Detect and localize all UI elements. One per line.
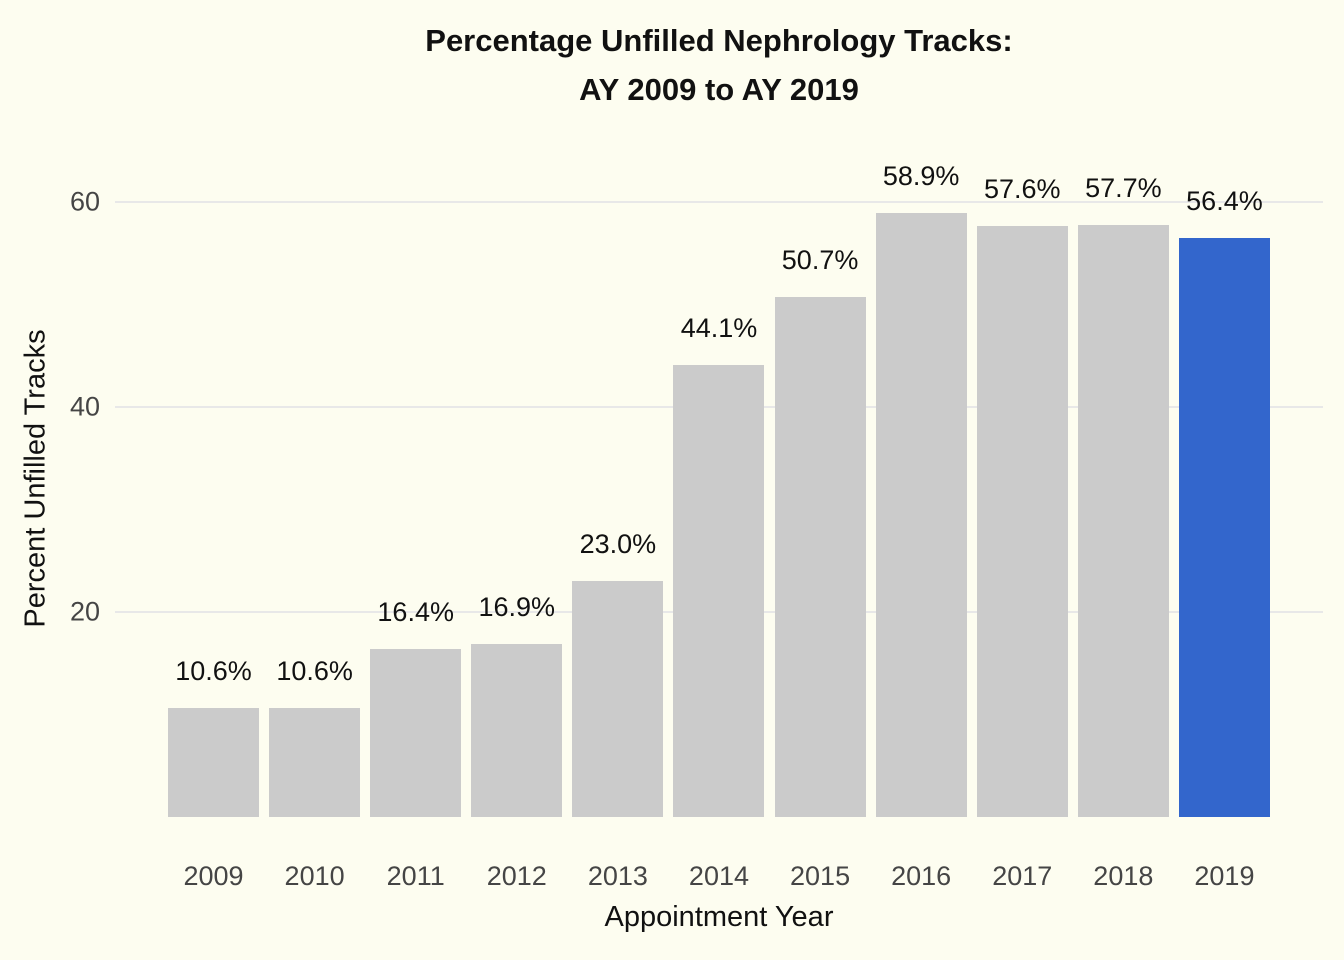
x-tick-label-2014: 2014 xyxy=(688,861,750,891)
bar-slot-2016: 58.9% 2016 xyxy=(875,160,967,891)
plot-area: 10.6% 2009 10.6% 2010 16.4% 2011 16.9% 2012 23.0… xyxy=(115,140,1323,891)
bar-slot-2018: 57.7% 2018 xyxy=(1077,173,1169,891)
x-tick-label-2012: 2012 xyxy=(486,861,547,891)
bar-value-label-2014: 44.1% xyxy=(680,312,758,343)
bar-value-label-2010: 10.6% xyxy=(276,656,353,687)
bar-2009 xyxy=(168,708,259,817)
x-tick-label-2018: 2018 xyxy=(1093,861,1154,891)
bar-value-label-2017: 57.6% xyxy=(983,174,1061,205)
bar-2010 xyxy=(269,708,361,817)
bar-2012 xyxy=(471,643,563,817)
bar-slot-2010: 10.6% 2010 xyxy=(269,656,361,891)
bar-slot-2012: 16.9% 2012 xyxy=(471,591,563,891)
x-tick-label-2016: 2016 xyxy=(891,861,952,891)
x-tick-label-2013: 2013 xyxy=(587,861,648,891)
bar-slot-2011: 16.4% 2011 xyxy=(370,596,462,891)
y-tick-label-20: 20 xyxy=(69,596,100,627)
bar-2014 xyxy=(673,364,765,817)
x-axis-title: Appointment Year xyxy=(604,901,834,933)
bar-value-label-2016: 58.9% xyxy=(882,160,960,191)
y-tick-label-60: 60 xyxy=(69,186,100,217)
bar-value-label-2013: 23.0% xyxy=(579,529,657,560)
x-tick-label-2011: 2011 xyxy=(386,861,445,891)
bar-value-label-2018: 57.7% xyxy=(1085,173,1162,204)
x-tick-label-2015: 2015 xyxy=(790,861,851,891)
bar-slot-2009: 10.6% 2009 xyxy=(168,656,259,891)
bar-slot-2013: 23.0% 2013 xyxy=(572,529,664,891)
y-axis-tick-labels: 20 40 60 xyxy=(0,140,100,817)
bar-2015 xyxy=(774,296,866,817)
bar-slot-2017: 57.6% 2017 xyxy=(976,174,1068,891)
bar-value-label-2009: 10.6% xyxy=(175,656,252,687)
bar-2016 xyxy=(875,212,967,817)
x-tick-label-2010: 2010 xyxy=(284,861,345,891)
y-tick-label-40: 40 xyxy=(69,391,100,422)
bar-2011 xyxy=(370,648,462,817)
gridline-60 xyxy=(115,200,1323,203)
bar-slot-2014: 44.1% 2014 xyxy=(673,312,765,891)
chart-title: Percentage Unfilled Nephrology Tracks: A… xyxy=(115,16,1323,114)
bar-2019 xyxy=(1178,238,1270,817)
chart-title-line1: Percentage Unfilled Nephrology Tracks: xyxy=(425,23,1013,58)
x-tick-label-2009: 2009 xyxy=(183,861,244,891)
bar-value-label-2011: 16.4% xyxy=(377,596,454,627)
bars-row: 10.6% 2009 10.6% 2010 16.4% 2011 16.9% 2012 23.0… xyxy=(115,140,1323,891)
bar-value-label-2019: 56.4% xyxy=(1186,186,1263,217)
bar-2017 xyxy=(976,226,1068,817)
bar-slot-2019: 56.4% 2019 xyxy=(1178,186,1270,891)
x-tick-label-2019: 2019 xyxy=(1194,861,1255,891)
x-tick-label-2017: 2017 xyxy=(992,861,1053,891)
bar-value-label-2012: 16.9% xyxy=(478,591,556,622)
chart-title-line2: AY 2009 to AY 2019 xyxy=(579,72,859,107)
bar-slot-2015: 50.7% 2015 xyxy=(774,244,866,891)
bar-2018 xyxy=(1077,225,1169,817)
bar-value-label-2015: 50.7% xyxy=(781,244,859,275)
bar-2013 xyxy=(572,581,664,817)
